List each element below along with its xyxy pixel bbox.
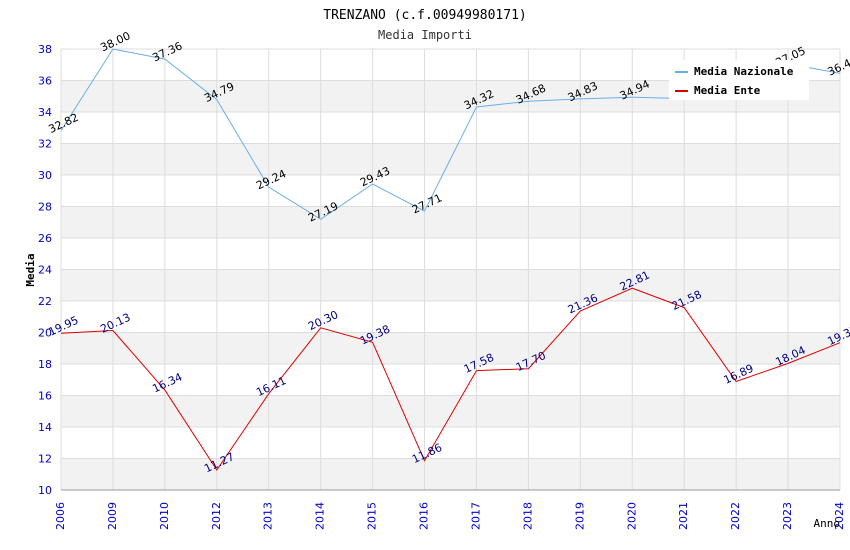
data-label-media-ente: 19.35 xyxy=(825,323,850,348)
x-tick-label: 2006 xyxy=(54,502,67,530)
data-label-media-ente: 16.89 xyxy=(722,362,756,387)
series-line-media-ente xyxy=(60,287,841,471)
x-tick-label: 2023 xyxy=(781,502,794,530)
x-tick-label: 2009 xyxy=(106,502,119,530)
x-tick-label: 2014 xyxy=(314,502,327,530)
x-tick-label: 2017 xyxy=(469,502,482,530)
y-tick-label: 32 xyxy=(38,138,52,151)
data-label-media-nazionale: 36.46 xyxy=(825,54,850,79)
y-tick-label: 26 xyxy=(38,232,52,245)
x-tick-label: 2020 xyxy=(625,502,638,530)
x-tick-label: 2013 xyxy=(262,502,275,530)
legend-box xyxy=(669,60,809,100)
x-axis-label: Anno xyxy=(814,517,841,530)
data-label-media-ente: 16.34 xyxy=(150,370,184,395)
legend-label-media-ente: Media Ente xyxy=(694,84,761,97)
chart-subtitle: Media Importi xyxy=(378,28,472,42)
x-tick-label: 2024 xyxy=(833,502,846,530)
data-label-media-ente: 20.30 xyxy=(306,308,340,333)
x-tick-label: 2019 xyxy=(573,502,586,530)
grid-band xyxy=(61,206,840,238)
x-tick-label: 2021 xyxy=(677,502,690,530)
y-tick-label: 34 xyxy=(38,106,52,119)
grid-band xyxy=(61,332,840,364)
y-axis-label: Media xyxy=(24,253,37,286)
y-tick-label: 14 xyxy=(38,421,52,434)
x-axis: 2006 2009 2010 2012 2013 2014 2015 2016 2017 2018… xyxy=(54,502,846,530)
y-tick-label: 10 xyxy=(38,484,52,497)
grid-band xyxy=(61,269,840,301)
y-tick-label: 20 xyxy=(38,327,52,340)
x-tick-label: 2022 xyxy=(729,502,742,530)
y-tick-label: 22 xyxy=(38,295,52,308)
x-tick-label: 2012 xyxy=(210,502,223,530)
y-tick-label: 16 xyxy=(38,390,52,403)
chart-title: TRENZANO (c.f.00949980171) xyxy=(323,8,527,23)
grid-band xyxy=(61,395,840,427)
x-tick-label: 2010 xyxy=(158,502,171,530)
y-tick-label: 12 xyxy=(38,453,52,466)
y-tick-label: 28 xyxy=(38,201,52,214)
y-tick-label: 38 xyxy=(38,43,52,56)
y-axis: 10 12 14 16 18 20 22 24 26 28 30 32 34 36 38 xyxy=(38,43,52,497)
x-tick-label: 2015 xyxy=(366,502,379,530)
x-tick-label: 2016 xyxy=(418,502,431,530)
x-tick-label: 2018 xyxy=(521,502,534,530)
y-tick-label: 30 xyxy=(38,169,52,182)
grid-band xyxy=(61,458,840,490)
legend: Media Nazionale Media Ente xyxy=(669,60,809,100)
y-tick-label: 24 xyxy=(38,264,52,277)
data-label-media-nazionale: 38.00 xyxy=(98,29,132,54)
y-tick-label: 36 xyxy=(38,75,52,88)
y-tick-label: 18 xyxy=(38,358,52,371)
legend-label-media-nazionale: Media Nazionale xyxy=(694,65,794,78)
plot-background xyxy=(60,48,841,491)
